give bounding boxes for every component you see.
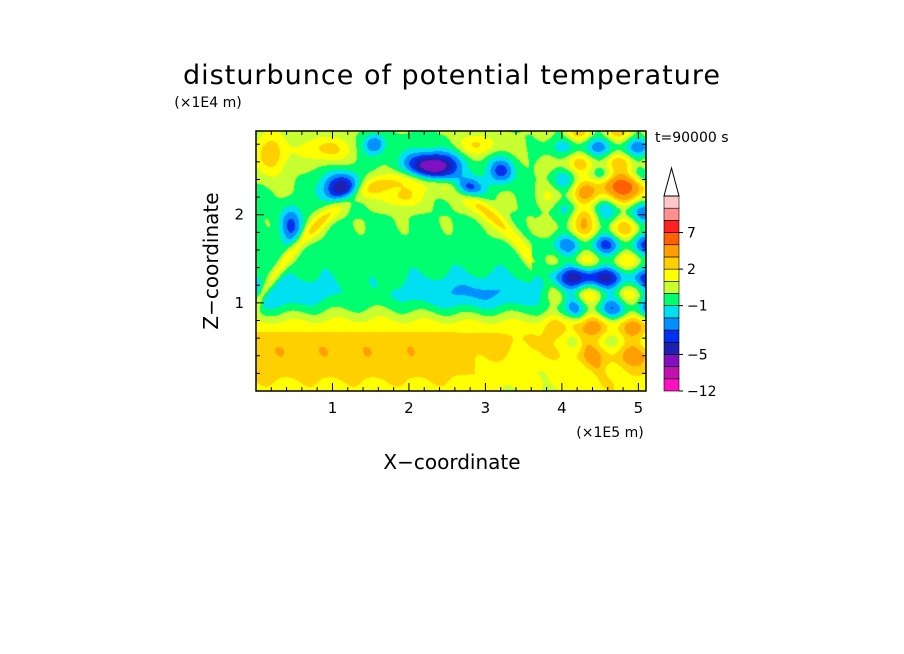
colorbar-swatch bbox=[663, 256, 680, 270]
colorbar-swatch bbox=[663, 341, 680, 355]
colorbar-tick-label: 7 bbox=[687, 226, 696, 242]
colorbar-swatch bbox=[663, 220, 680, 233]
x-axis-label: X−coordinate bbox=[383, 450, 520, 474]
x-tick-label: 5 bbox=[634, 399, 644, 417]
colorbar-extend-arrow bbox=[663, 166, 680, 197]
x-tick-label: 3 bbox=[481, 399, 491, 417]
colorbar-swatch bbox=[663, 268, 680, 282]
chart-title: disturbunce of potential temperature bbox=[183, 60, 721, 91]
colorbar-tick-label: −12 bbox=[687, 384, 717, 400]
colorbar-swatch bbox=[663, 329, 680, 343]
colorbar-swatch bbox=[663, 354, 680, 367]
colorbar-swatch bbox=[663, 244, 680, 258]
x-tick-label: 1 bbox=[328, 399, 338, 417]
colorbar-swatch bbox=[663, 378, 680, 392]
colorbar-tick-label: −5 bbox=[687, 347, 708, 363]
colorbar-swatch bbox=[663, 293, 680, 306]
colorbar-swatch bbox=[663, 232, 680, 246]
y-tick-label: 2 bbox=[234, 206, 244, 224]
colorbar-swatch bbox=[663, 281, 680, 294]
y-axis-label: Z−coordinate bbox=[199, 192, 223, 329]
colorbar-swatch bbox=[663, 366, 680, 380]
x-tick-label: 2 bbox=[404, 399, 414, 417]
colorbar-swatch bbox=[663, 317, 680, 331]
colorbar-tick-label: −1 bbox=[687, 299, 708, 315]
y-tick-label: 1 bbox=[234, 294, 244, 312]
x-unit-label: (×1E5 m) bbox=[576, 425, 643, 441]
plot-frame bbox=[255, 130, 647, 392]
colorbar-tick-label: 2 bbox=[687, 262, 696, 278]
y-unit-label: (×1E4 m) bbox=[174, 95, 241, 111]
time-label: t=90000 s bbox=[655, 130, 729, 146]
colorbar-swatch bbox=[663, 195, 680, 209]
heatmap-field bbox=[256, 131, 646, 391]
colorbar-swatch bbox=[663, 207, 680, 221]
x-tick-label: 4 bbox=[557, 399, 567, 417]
colorbar-swatch bbox=[663, 305, 680, 319]
